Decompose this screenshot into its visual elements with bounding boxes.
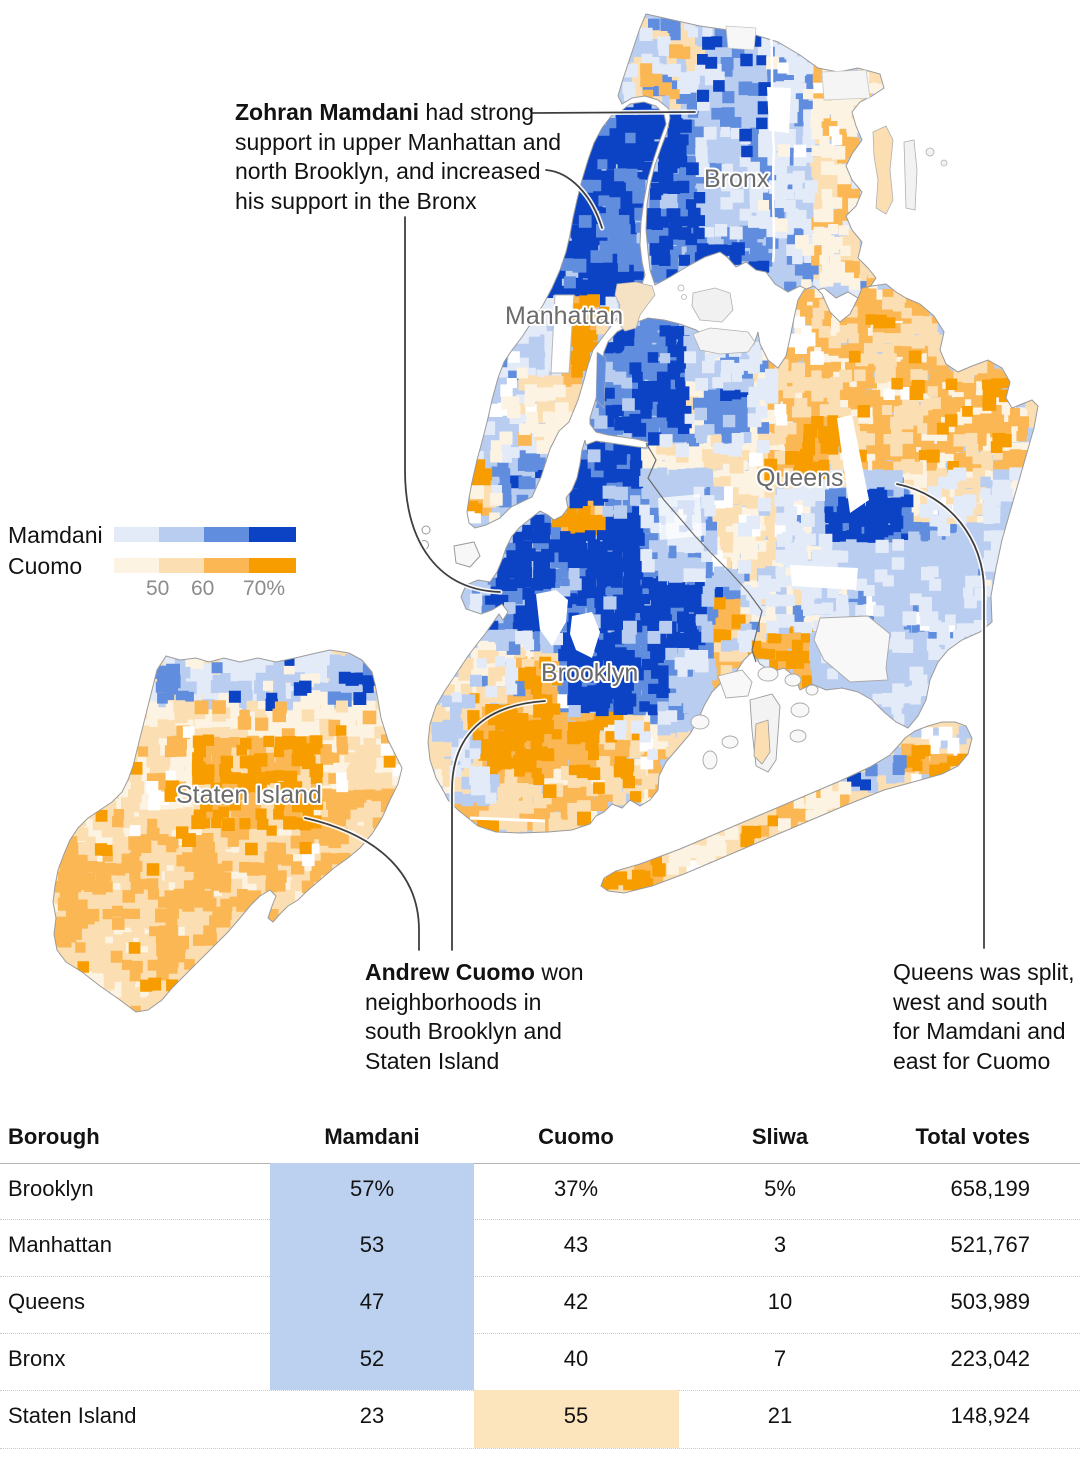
svg-text:Brooklyn: Brooklyn (541, 659, 638, 687)
svg-text:Bronx: Bronx (704, 165, 770, 193)
svg-text:Queens: Queens (756, 464, 844, 492)
svg-text:Manhattan: Manhattan (505, 302, 623, 330)
svg-text:Staten Island: Staten Island (176, 781, 322, 809)
